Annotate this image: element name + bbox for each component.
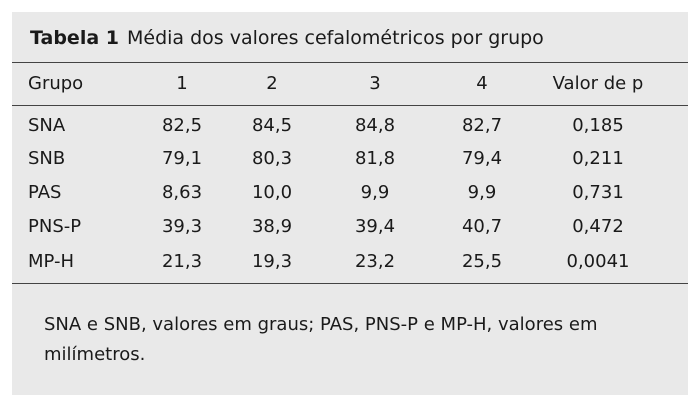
table-label: Tabela 1 [30, 27, 119, 49]
rule [12, 62, 688, 63]
cell: 38,9 [251, 216, 293, 237]
table-panel [12, 12, 688, 395]
column-header: 4 [476, 73, 488, 94]
title-text: Média dos valores cefalométricos por gru… [127, 27, 544, 49]
cell: 21,3 [161, 251, 203, 272]
cell: 0,211 [572, 148, 624, 169]
cell: 9,9 [360, 182, 390, 203]
footnote: SNA e SNB, valores em graus; PAS, PNS-P … [44, 314, 598, 365]
cell: 82,5 [161, 115, 203, 136]
cell: 39,4 [354, 216, 396, 237]
cell: 79,4 [461, 148, 503, 169]
cell: 82,7 [461, 115, 503, 136]
column-header: 3 [369, 73, 381, 94]
cell: 8,63 [161, 182, 203, 203]
column-header: 1 [176, 73, 188, 94]
row-label: SNA [28, 115, 66, 136]
cell: 10,0 [251, 182, 293, 203]
cell: 79,1 [161, 148, 203, 169]
cell: 23,2 [354, 251, 396, 272]
cell: 0,472 [572, 216, 624, 237]
cell: 19,3 [251, 251, 293, 272]
cell: 40,7 [461, 216, 503, 237]
row-label: PNS-P [28, 216, 82, 237]
column-header: Valor de p [552, 73, 644, 94]
cell: 84,5 [251, 115, 293, 136]
cell: 39,3 [161, 216, 203, 237]
rule [12, 283, 688, 284]
column-header: 2 [266, 73, 278, 94]
column-header: Grupo [28, 73, 84, 94]
cell: 0,731 [572, 182, 624, 203]
cell: 84,8 [354, 115, 396, 136]
cell: 0,0041 [566, 251, 630, 272]
cell: 80,3 [251, 148, 293, 169]
row-label: PAS [28, 182, 62, 203]
cell: 9,9 [467, 182, 497, 203]
cell: 0,185 [572, 115, 624, 136]
rule [12, 105, 688, 106]
cell: 81,8 [354, 148, 396, 169]
cell: 25,5 [461, 251, 503, 272]
table-title: Tabela 1 Média dos valores cefalométricos… [30, 27, 544, 49]
row-label: MP-H [28, 251, 75, 272]
row-label: SNB [28, 148, 66, 169]
